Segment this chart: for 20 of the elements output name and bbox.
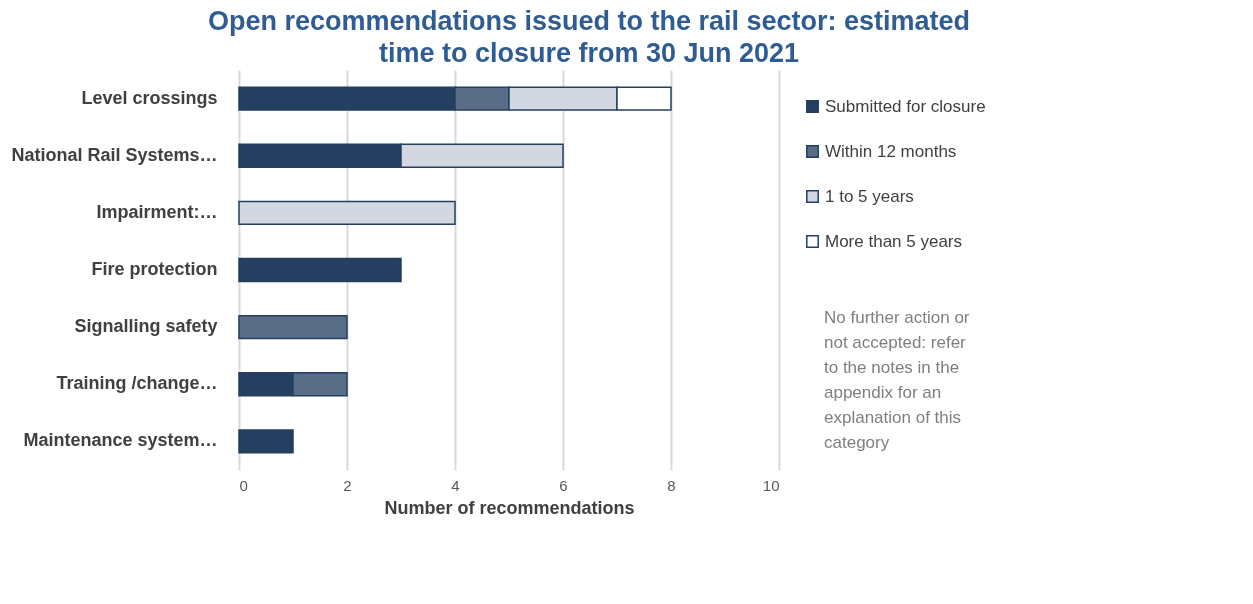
x-tick-label: 10 [762,476,780,494]
y-tick-label: Maintenance system… [23,430,218,451]
chart-title: Open recommendations issued to the rail sector: estimated time to closure from 30 Jun 2021 [207,6,971,68]
x-tick-label: 2 [343,476,352,494]
y-tick-label: Training /change… [56,373,218,394]
y-tick-label: Fire protection [91,259,218,279]
y-tick-label: Impairment:… [96,201,218,222]
y-tick-label: Level crossings [81,87,218,108]
y-tick-label: Signalling safety [74,316,218,337]
text: No further action or not accepted: refer to the notes in the appendix for an explanation of this category [824,308,970,452]
x-tick-label: 8 [667,476,676,494]
legend-label: 1 to 5 years [825,186,914,206]
x-tick-label: 0 [239,476,248,494]
x-tick-label: 6 [559,476,568,494]
x-tick-label: 4 [451,476,460,494]
legend-label: Within 12 months [825,141,957,161]
legend-label: Submitted for closure [825,96,986,116]
y-tick-label: National Rail Systems… [11,144,218,165]
legend-label: More than 5 years [825,231,963,251]
x-axis-title: Number of recommendations [384,497,635,518]
